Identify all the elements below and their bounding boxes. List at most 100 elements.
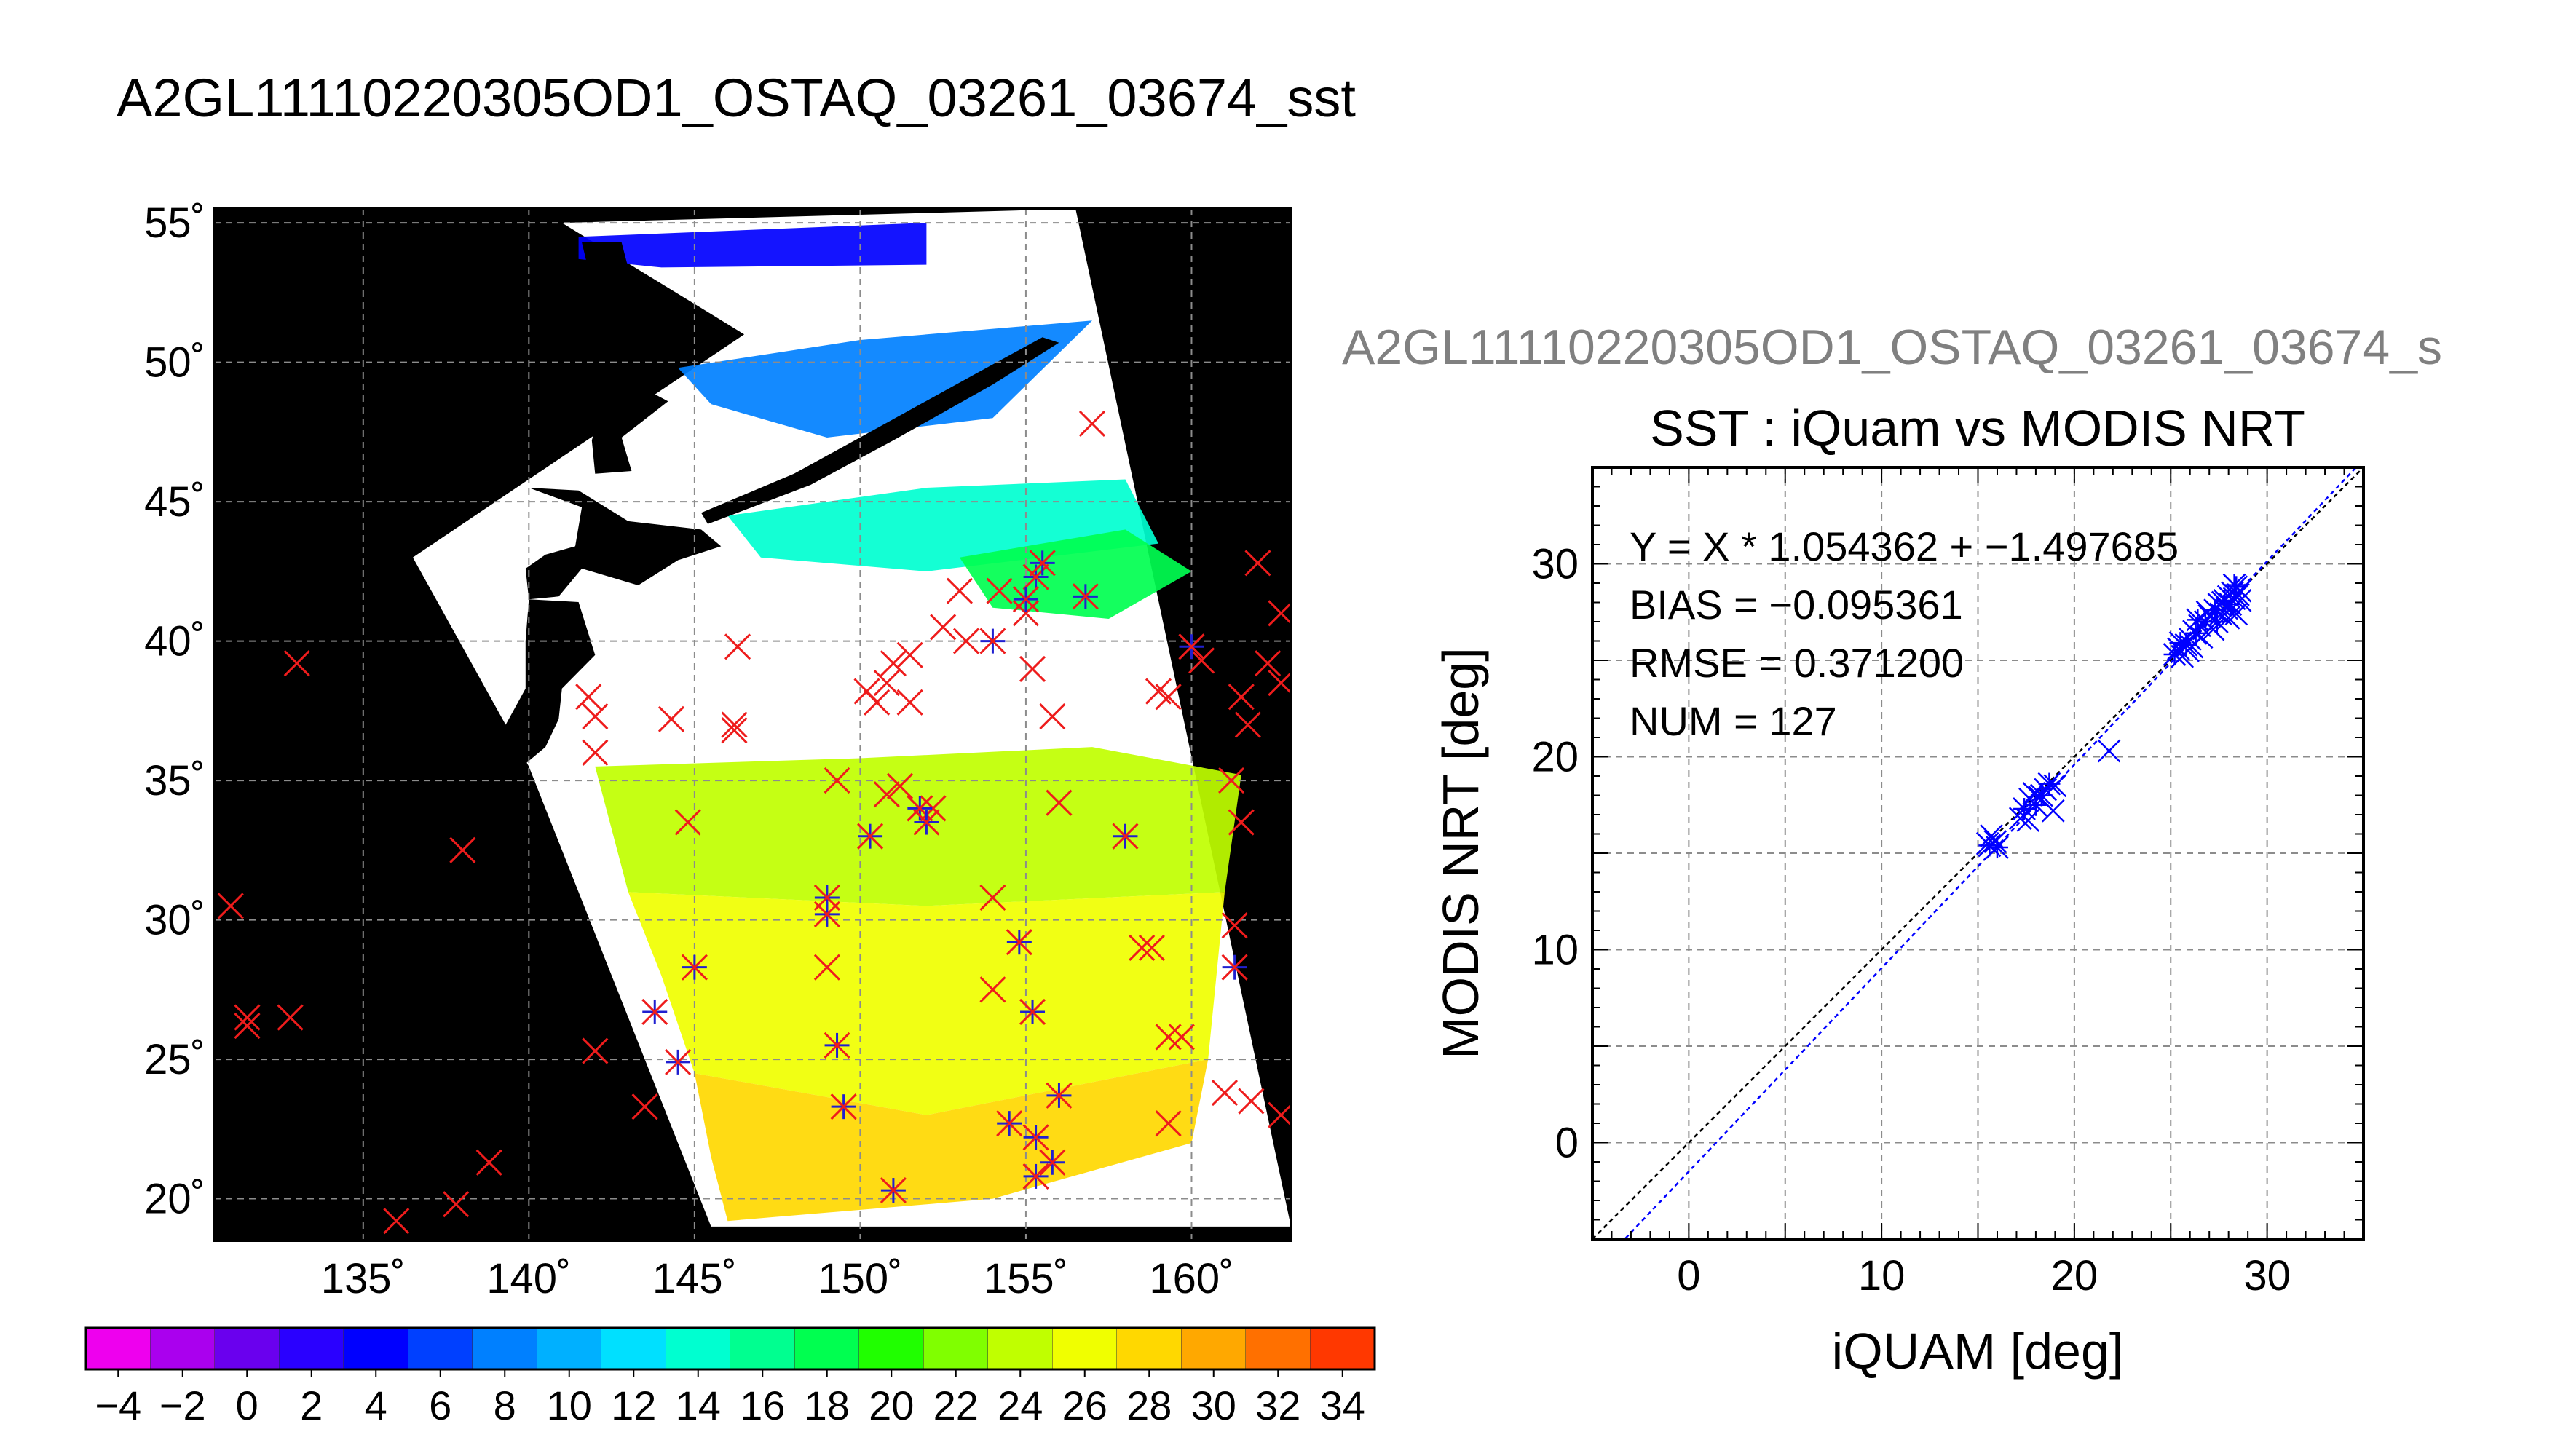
colorbar-cell xyxy=(279,1328,344,1369)
colorbar-tick-label: 26 xyxy=(1062,1382,1107,1428)
matched-observation-marker xyxy=(681,954,708,981)
land-honshu-north xyxy=(502,599,596,767)
observation-marker xyxy=(1129,934,1156,961)
observation-marker xyxy=(582,739,609,766)
colorbar-tick-label: 4 xyxy=(365,1382,387,1428)
matched-observation-marker xyxy=(880,1177,907,1204)
matched-observation-marker xyxy=(1029,550,1056,577)
colorbar-cell xyxy=(1117,1328,1182,1369)
colorbar-tick-label: −4 xyxy=(95,1382,141,1428)
scatter-point xyxy=(2222,573,2246,597)
observation-marker xyxy=(979,884,1006,911)
colorbar-cell xyxy=(1052,1328,1118,1369)
matched-observation-marker xyxy=(641,998,668,1026)
observation-marker xyxy=(880,650,907,677)
observation-marker xyxy=(1221,912,1248,939)
colorbar-cell xyxy=(408,1328,473,1369)
observation-marker xyxy=(920,795,947,822)
matched-observation-marker xyxy=(813,901,840,927)
page-title: A2GL11110220305OD1_OSTAQ_03261_03674_sst xyxy=(117,68,1356,128)
observation-marker xyxy=(873,781,900,808)
observation-marker xyxy=(449,836,476,863)
observation-marker xyxy=(1155,1110,1182,1137)
map-x-tick-label: 155˚ xyxy=(984,1255,1068,1302)
observation-marker xyxy=(930,614,957,641)
sst-region-0 xyxy=(578,223,927,268)
observation-marker xyxy=(946,577,973,604)
observation-marker xyxy=(1228,809,1255,836)
colorbar-tick-label: −2 xyxy=(159,1382,206,1428)
observation-marker xyxy=(631,1093,658,1120)
observation-marker xyxy=(1228,684,1255,711)
colorbar-tick-label: 32 xyxy=(1255,1382,1300,1428)
colorbar-cell xyxy=(473,1328,537,1369)
observation-marker xyxy=(1155,684,1182,711)
matched-observation-marker xyxy=(979,628,1006,654)
scatter-y-tick-label: 10 xyxy=(1531,927,1579,974)
colorbar-tick-label: 34 xyxy=(1320,1382,1365,1428)
land-hokkaido xyxy=(525,488,722,600)
map-y-axis: 20˚ 25˚ 30˚ 35˚ 40˚ 45˚ 50˚ 55˚ xyxy=(144,199,205,1222)
observation-marker xyxy=(813,954,840,981)
colorbar-cell xyxy=(1181,1328,1247,1369)
map-frame xyxy=(213,207,1292,1242)
observation-marker xyxy=(383,1208,410,1235)
colorbar-cell xyxy=(215,1328,280,1369)
observation-marker xyxy=(1255,650,1282,677)
scatter-y-tick-label: 0 xyxy=(1555,1120,1579,1167)
matched-observation-marker xyxy=(1006,929,1032,956)
scatter-gridlines xyxy=(1592,467,2364,1239)
colorbar-tick-label: 10 xyxy=(547,1382,592,1428)
scatter-x-tick-label: 20 xyxy=(2051,1252,2098,1299)
land-sakhalin xyxy=(582,242,668,474)
scatter-point xyxy=(1986,836,2009,859)
scatter-x-tick-label: 0 xyxy=(1677,1252,1700,1299)
observation-marker xyxy=(1211,1079,1239,1107)
observation-marker xyxy=(1188,647,1215,674)
colorbar-tick-label: 22 xyxy=(933,1382,979,1428)
stats-rmse: RMSE = 0.371200 xyxy=(1630,640,1964,686)
sst-map: 135˚ 140˚ 145˚ 150˚ 155˚ 160˚ 20˚ 25˚ 30˚ 35˚ 40˚… xyxy=(144,199,1292,1302)
colorbar-cell xyxy=(988,1328,1053,1369)
scatter-point xyxy=(2016,809,2040,832)
map-x-tick-label: 135˚ xyxy=(321,1255,406,1302)
colorbar-cell xyxy=(86,1328,151,1369)
observation-marker xyxy=(1019,655,1046,682)
matched-observation-marker xyxy=(1046,1082,1073,1109)
map-y-tick-label: 25˚ xyxy=(144,1036,205,1083)
matched-observation-marker xyxy=(1112,823,1139,850)
observation-marker xyxy=(234,1013,261,1040)
colorbar-cell xyxy=(601,1328,666,1369)
observation-marker xyxy=(724,633,751,660)
colorbar-tick-label: 0 xyxy=(236,1382,258,1428)
scatter-x-label: iQUAM [deg] xyxy=(1832,1323,2124,1380)
observation-marker xyxy=(873,669,900,697)
matched-observation-marker xyxy=(1178,633,1205,660)
scatter-point xyxy=(2186,608,2210,632)
colorbar-tick-label: 12 xyxy=(611,1382,656,1428)
scatter-ticks xyxy=(1592,467,2364,1240)
map-y-tick-label: 20˚ xyxy=(144,1176,205,1223)
scatter-point xyxy=(1980,824,2003,848)
scatter-header: A2GL11110220305OD1_OSTAQ_03261_03674_s xyxy=(1342,320,2442,375)
colorbar-cell xyxy=(859,1328,924,1369)
matched-observation-marker xyxy=(1022,1124,1049,1151)
scatter-point xyxy=(2097,739,2121,763)
observation-marker xyxy=(824,767,850,794)
scatter-plot: 0 10 20 30 0 10 20 30 Y = X * 1.054362 + −1.49… xyxy=(1432,466,2365,1380)
observation-marker xyxy=(1039,703,1066,730)
colorbar-tick-labels: −4 −2 0 2 4 6 8 10 12 14 16 18 20 22 24 26 28 30 32 34 xyxy=(95,1369,1365,1428)
observation-marker xyxy=(1268,600,1291,627)
colorbar-tick-label: 14 xyxy=(676,1382,721,1428)
observation-marker xyxy=(1046,789,1073,816)
scatter-point xyxy=(2216,606,2240,630)
observation-marker xyxy=(582,1037,609,1064)
observation-marker xyxy=(1268,669,1291,697)
colorbar-tick-label: 18 xyxy=(805,1382,850,1428)
sst-colorbar: −4 −2 0 2 4 6 8 10 12 14 16 18 20 22 24 26 28 30 32 34 xyxy=(84,1326,1376,1428)
observation-marker xyxy=(1078,410,1106,437)
matched-observation-marker xyxy=(824,1032,850,1059)
scatter-point xyxy=(2176,638,2200,662)
observation-marker xyxy=(1238,1088,1265,1115)
